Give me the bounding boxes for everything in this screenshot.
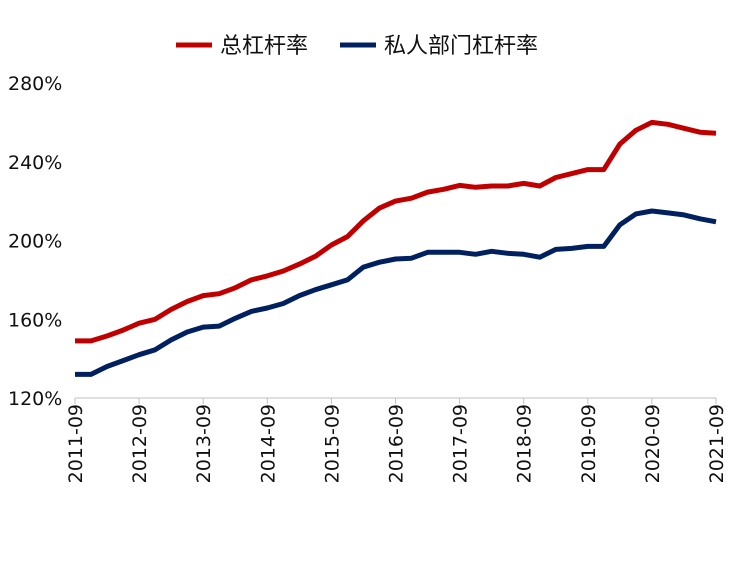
x-tick-label: 2012-09 <box>129 404 151 483</box>
legend-label-private: 私人部门杠杆率 <box>384 34 538 59</box>
y-axis: 120% 160% 200% 240% 280% <box>8 73 62 410</box>
x-axis: 2011-09 2012-09 2013-09 2014-09 2015-09 2016-… <box>65 397 728 483</box>
x-tick-label: 2013-09 <box>193 404 215 483</box>
series-lines <box>74 119 717 377</box>
legend-label-total: 总杠杆率 <box>220 34 308 59</box>
y-tick-label: 240% <box>8 152 62 174</box>
series-line-total-leverage <box>75 119 717 344</box>
y-tick-label: 120% <box>8 388 62 410</box>
legend: 总杠杆率 私人部门杠杆率 <box>176 34 538 59</box>
series-line-private-leverage <box>75 208 717 377</box>
x-tick-label: 2020-09 <box>642 404 664 483</box>
y-tick-label: 280% <box>8 73 62 95</box>
x-tick-label: 2014-09 <box>257 404 279 483</box>
y-tick-label: 160% <box>8 309 62 331</box>
x-tick-label: 2017-09 <box>450 404 472 483</box>
x-tick-label: 2011-09 <box>65 404 87 483</box>
y-tick-label: 200% <box>8 231 62 253</box>
x-tick-label: 2021-09 <box>706 404 728 483</box>
x-tick-label: 2015-09 <box>321 404 343 483</box>
x-tick-label: 2016-09 <box>386 404 408 483</box>
x-tick-label: 2018-09 <box>514 404 536 483</box>
x-tick-label: 2019-09 <box>578 404 600 483</box>
